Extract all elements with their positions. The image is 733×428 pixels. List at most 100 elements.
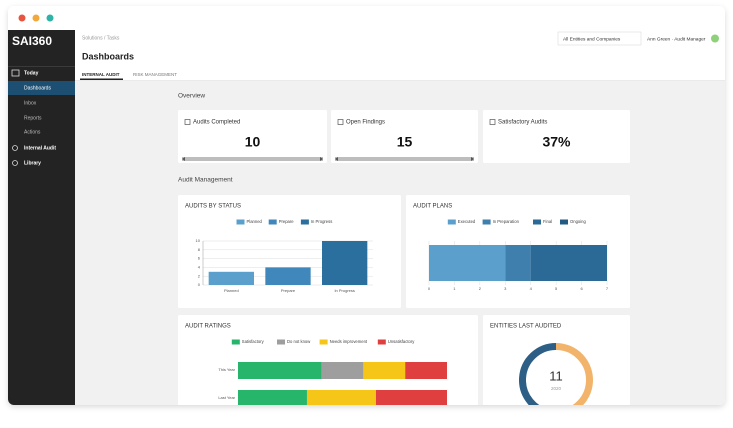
nav-item[interactable]: Reports bbox=[24, 115, 42, 121]
bar-segment bbox=[238, 362, 322, 379]
legend-label: Unsatisfactory bbox=[388, 339, 415, 344]
tab[interactable]: RISK MANAGEMENT bbox=[133, 72, 177, 77]
section-heading: Audit Management bbox=[178, 177, 233, 184]
legend-label: In Progress bbox=[311, 219, 332, 224]
x-tick-label: 6 bbox=[580, 286, 583, 291]
scroll-arrow bbox=[335, 157, 338, 161]
legend-swatch bbox=[560, 219, 568, 225]
section-heading: Overview bbox=[178, 93, 205, 100]
card-value: 37% bbox=[542, 134, 571, 150]
x-tick-label: Prepare bbox=[281, 288, 296, 293]
donut-label: 2020 bbox=[551, 386, 562, 391]
y-tick-label: 2 bbox=[198, 273, 201, 278]
bar bbox=[265, 267, 311, 285]
nav-item[interactable]: Dashboards bbox=[24, 85, 51, 91]
legend-label: Planned bbox=[247, 219, 263, 224]
legend-swatch bbox=[231, 339, 240, 345]
close-dot[interactable] bbox=[18, 14, 26, 22]
breadcrumb: Solutions / Tasks bbox=[82, 35, 120, 41]
bar-segment bbox=[306, 390, 376, 405]
divider bbox=[75, 80, 725, 81]
bar-segment bbox=[321, 362, 364, 379]
minimize-dot[interactable] bbox=[32, 14, 40, 22]
donut-segment bbox=[551, 343, 593, 405]
x-tick-label: In Progress bbox=[334, 288, 354, 293]
legend-label: Satisfactory bbox=[242, 339, 265, 344]
tab[interactable]: INTERNAL AUDIT bbox=[82, 72, 120, 77]
icon bbox=[337, 119, 344, 125]
card-label: Open Findings bbox=[346, 120, 385, 126]
icon bbox=[12, 160, 18, 166]
card-value: 15 bbox=[397, 134, 413, 150]
card bbox=[483, 110, 630, 163]
x-tick-label: 7 bbox=[606, 286, 609, 291]
legend-label: In Preparation bbox=[493, 219, 520, 224]
x-tick-label: 5 bbox=[555, 286, 558, 291]
page-title: Dashboards bbox=[82, 51, 134, 61]
bar-segment bbox=[429, 245, 506, 281]
nav-item[interactable]: Actions bbox=[24, 129, 41, 135]
y-tick-label: 0 bbox=[198, 282, 201, 287]
scroll-arrow bbox=[320, 157, 323, 161]
legend-swatch bbox=[319, 339, 328, 345]
y-tick-label: 6 bbox=[198, 256, 201, 261]
entity-selector[interactable] bbox=[557, 31, 642, 46]
chart-title: AUDIT RATINGS bbox=[185, 324, 231, 330]
card-value: 10 bbox=[245, 134, 261, 150]
scroll-arrow bbox=[471, 157, 474, 161]
legend-swatch bbox=[236, 219, 245, 225]
legend-swatch bbox=[447, 219, 456, 225]
user-name[interactable]: Ann Green · Audit Manager bbox=[647, 36, 706, 42]
card bbox=[331, 110, 478, 163]
y-tick-label: 10 bbox=[196, 238, 201, 243]
entity-selector-text: All Entities and Companies bbox=[563, 36, 621, 42]
card bbox=[178, 110, 327, 163]
y-tick-label: 4 bbox=[198, 264, 201, 269]
divider bbox=[8, 66, 75, 67]
x-tick-label: 2 bbox=[479, 286, 482, 291]
chart-title: AUDIT PLANS bbox=[413, 204, 452, 210]
bar-segment bbox=[505, 245, 531, 281]
nav-item[interactable]: Library bbox=[24, 160, 41, 166]
legend-label: Prepare bbox=[279, 219, 295, 224]
donut-value: 11 bbox=[549, 368, 563, 383]
donut-segment bbox=[519, 343, 557, 405]
legend-label: Do not know bbox=[287, 339, 311, 344]
bar-segment bbox=[530, 245, 607, 281]
bar bbox=[322, 241, 368, 285]
legend-swatch bbox=[277, 339, 285, 345]
legend-label: Needs improvement bbox=[330, 339, 368, 344]
logo: SAI360 bbox=[12, 34, 52, 48]
row-label: This Year bbox=[218, 367, 235, 372]
legend-swatch bbox=[300, 219, 309, 225]
legend-swatch bbox=[482, 219, 491, 225]
nav-item[interactable]: Today bbox=[24, 70, 39, 76]
icon bbox=[184, 119, 191, 125]
x-tick-label: Planned bbox=[224, 288, 239, 293]
title-bar bbox=[8, 6, 725, 30]
legend-label: Executed bbox=[458, 219, 476, 224]
legend-label: Ongoing bbox=[570, 219, 587, 224]
icon bbox=[11, 69, 20, 77]
bar-segment bbox=[238, 390, 307, 405]
icon bbox=[489, 119, 496, 125]
card-label: Satisfactory Audits bbox=[498, 120, 547, 126]
legend-swatch bbox=[268, 219, 277, 225]
y-tick-label: 8 bbox=[198, 247, 201, 252]
row-label: Last Year bbox=[218, 395, 235, 400]
x-tick-label: 3 bbox=[504, 286, 507, 291]
bar-segment bbox=[363, 362, 406, 379]
avatar[interactable] bbox=[711, 34, 719, 43]
maximize-dot[interactable] bbox=[46, 14, 54, 22]
icon bbox=[12, 145, 18, 151]
legend-swatch bbox=[533, 219, 541, 225]
scrollbar bbox=[182, 157, 323, 161]
card bbox=[483, 315, 630, 405]
legend-label: Final bbox=[543, 219, 552, 224]
nav-item[interactable]: Inbox bbox=[24, 100, 37, 106]
legend-swatch bbox=[377, 339, 386, 345]
card-label: Audits Completed bbox=[193, 120, 240, 126]
chart-title: AUDITS BY STATUS bbox=[185, 204, 241, 210]
nav-item[interactable]: Internal Audit bbox=[24, 145, 56, 151]
